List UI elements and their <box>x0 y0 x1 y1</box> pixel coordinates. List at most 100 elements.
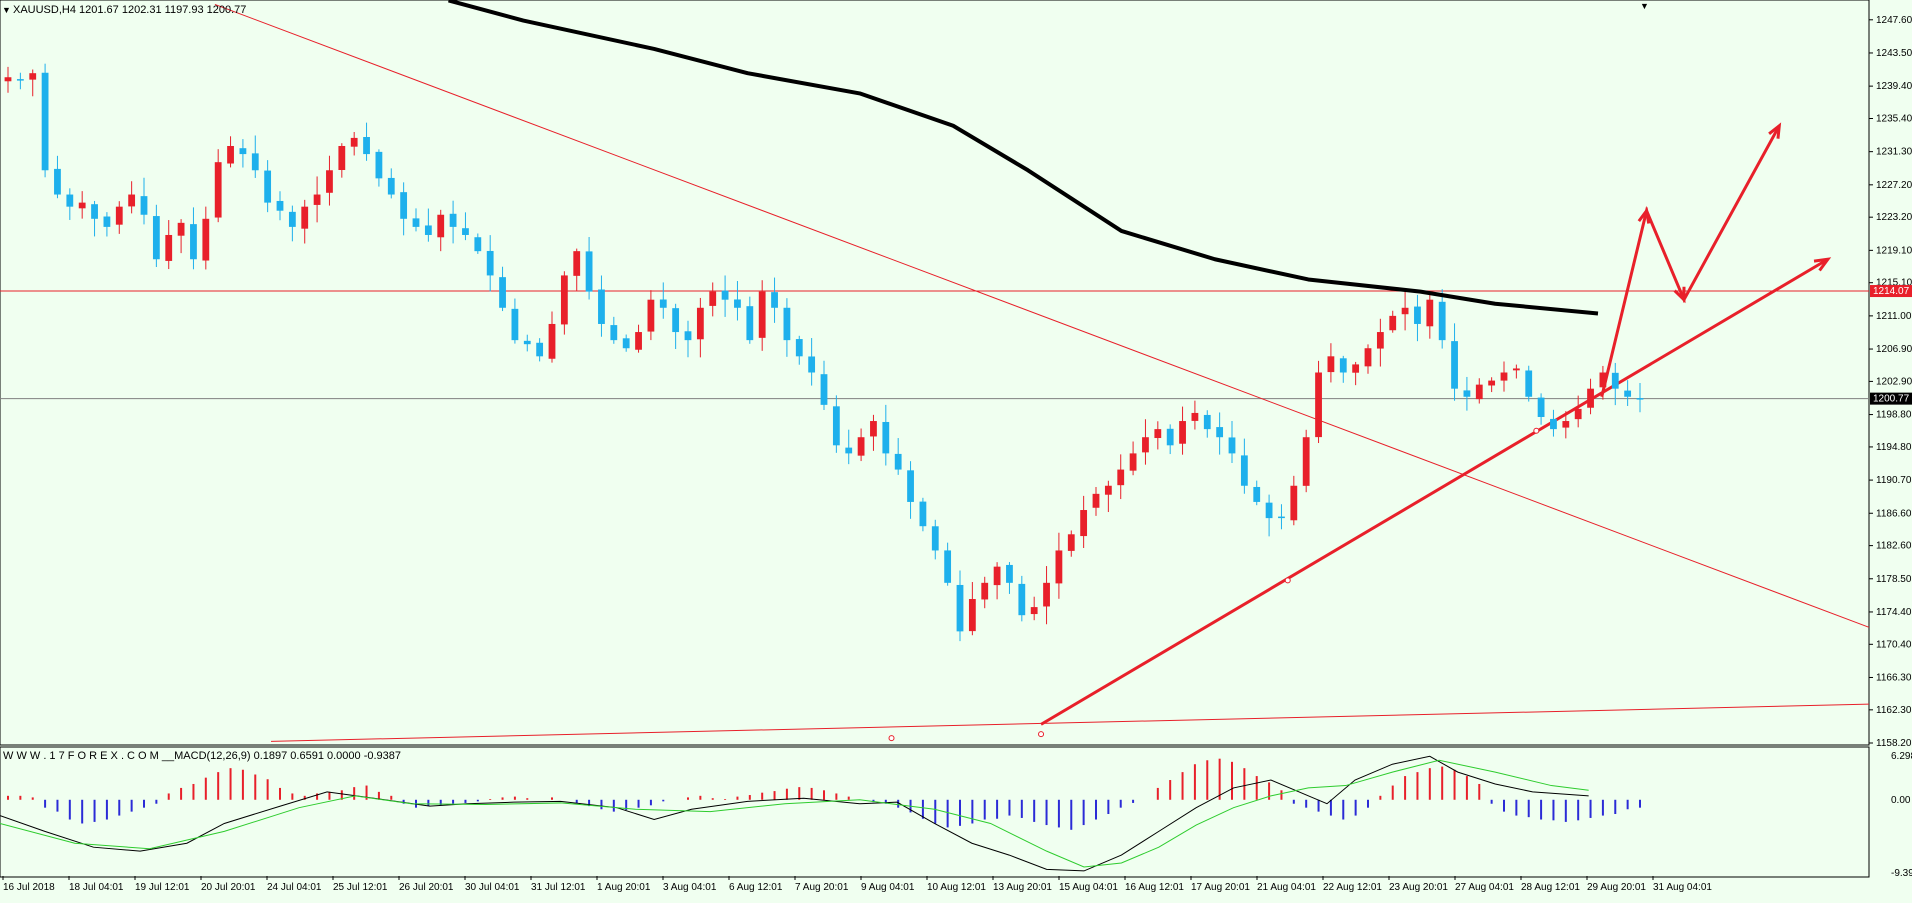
price-axis-label: 1198.80 <box>1876 410 1912 421</box>
bull-candle <box>350 137 358 147</box>
bear-candle <box>1278 516 1285 519</box>
bull-candle <box>1302 437 1310 486</box>
bear-candle <box>1265 502 1273 519</box>
price-axis-label: 1211.00 <box>1876 311 1912 322</box>
bull-candle <box>1142 437 1149 453</box>
time-axis-label: 24 Jul 04:01 <box>267 882 322 893</box>
level-price-tag-bg <box>1870 285 1912 298</box>
moving-average-line <box>448 0 1599 316</box>
bull-candle <box>1488 380 1496 386</box>
bear-candle <box>1240 455 1248 486</box>
macd-axis-label: 0.00 <box>1891 795 1911 806</box>
bull-candle <box>993 566 1001 586</box>
price-axis-label: 1158.20 <box>1876 738 1912 749</box>
down-trendline <box>214 3 1870 628</box>
bear-candle <box>1253 486 1261 502</box>
bull-candle <box>301 206 309 229</box>
bear-candle <box>239 148 247 155</box>
bear-candle <box>363 137 370 155</box>
bull-candle <box>573 251 581 276</box>
bear-candle <box>944 550 952 583</box>
time-axis-label: 22 Aug 12:01 <box>1323 882 1382 893</box>
bull-candle <box>1117 469 1125 486</box>
time-axis-label: 1 Aug 20:01 <box>597 882 651 893</box>
bear-candle <box>536 342 544 357</box>
time-axis-label: 29 Aug 20:01 <box>1587 882 1646 893</box>
price-axis-label: 1202.90 <box>1876 376 1912 387</box>
bear-candle <box>288 211 296 227</box>
bull-candle <box>214 162 222 218</box>
bear-candle <box>610 325 618 341</box>
bull-candle <box>29 73 37 80</box>
anchor-point <box>1038 731 1045 738</box>
trendlines-layer <box>214 3 1870 742</box>
bull-candle <box>1092 493 1100 508</box>
bear-candle <box>771 292 778 308</box>
time-axis-label: 9 Aug 04:01 <box>861 882 915 893</box>
price-axis-label: 1206.90 <box>1876 344 1912 355</box>
time-axis-label: 3 Aug 04:01 <box>663 882 717 893</box>
time-axis-label: 10 Aug 12:01 <box>927 882 986 893</box>
bull-candle <box>1574 408 1582 420</box>
bear-candle <box>783 307 791 341</box>
time-axis-label: 7 Aug 20:01 <box>795 882 849 893</box>
anchor-point <box>1284 577 1291 584</box>
time-axis-label: 19 Jul 12:01 <box>135 882 190 893</box>
bear-candle <box>1537 397 1545 417</box>
bull-candle <box>647 299 655 332</box>
current-price-tag: 1200.77 <box>1873 394 1910 405</box>
bear-candle <box>734 299 741 308</box>
bull-candle <box>1364 348 1372 367</box>
bull-candle <box>326 170 333 193</box>
bear-candle <box>523 340 531 345</box>
collapse-triangle-icon[interactable]: ▼ <box>2 5 11 15</box>
current-price-tag-bg <box>1870 392 1912 405</box>
bull-candle <box>1587 388 1594 408</box>
bull-candle <box>1327 356 1335 373</box>
bear-candle <box>91 204 98 219</box>
bear-candle <box>1414 306 1421 324</box>
time-axis-label: 16 Aug 12:01 <box>1125 882 1184 893</box>
bear-candle <box>1203 414 1211 430</box>
bear-candle <box>1438 301 1446 341</box>
scroll-marker-icon[interactable]: ▼ <box>1640 1 1649 11</box>
anchor-point <box>888 735 895 742</box>
bull-candle <box>338 145 346 170</box>
bull-candle <box>1179 421 1186 444</box>
bull-candle <box>313 194 321 205</box>
bull-candle <box>1129 453 1137 471</box>
time-axis-label: 18 Jul 04:01 <box>69 882 124 893</box>
bear-candle <box>672 308 680 333</box>
bear-candle <box>499 277 506 308</box>
time-axis-label: 30 Jul 04:01 <box>465 882 520 893</box>
bull-candle <box>1315 372 1322 438</box>
projection-arrow-up-1 <box>1637 206 1651 224</box>
price-axis-label: 1190.70 <box>1876 475 1912 486</box>
price-axis-label: 1182.60 <box>1876 541 1912 552</box>
bear-candle <box>919 501 927 527</box>
bull-candle <box>560 275 568 325</box>
projection-arrow-down <box>1673 286 1686 304</box>
bear-candle <box>684 331 692 341</box>
bull-candle <box>981 582 989 600</box>
bull-candle <box>202 218 210 261</box>
bear-candle <box>882 421 890 454</box>
time-axis-label: 28 Aug 12:01 <box>1521 882 1580 893</box>
bear-candle <box>1624 390 1632 397</box>
bear-candle <box>907 470 914 502</box>
bear-candle <box>449 213 457 227</box>
time-axis-label: 26 Jul 20:01 <box>399 882 454 893</box>
bull-candle <box>1104 485 1112 495</box>
bear-candle <box>894 453 902 470</box>
bear-candle <box>808 356 816 373</box>
time-axis-label: 21 Aug 04:01 <box>1257 882 1316 893</box>
bull-candle <box>709 291 717 306</box>
bear-candle <box>820 374 828 405</box>
bull-candle <box>78 202 86 209</box>
time-axis-label: 27 Aug 04:01 <box>1455 882 1514 893</box>
bull-candle <box>437 214 445 238</box>
bear-candle <box>622 338 630 349</box>
bear-candle <box>400 192 408 219</box>
